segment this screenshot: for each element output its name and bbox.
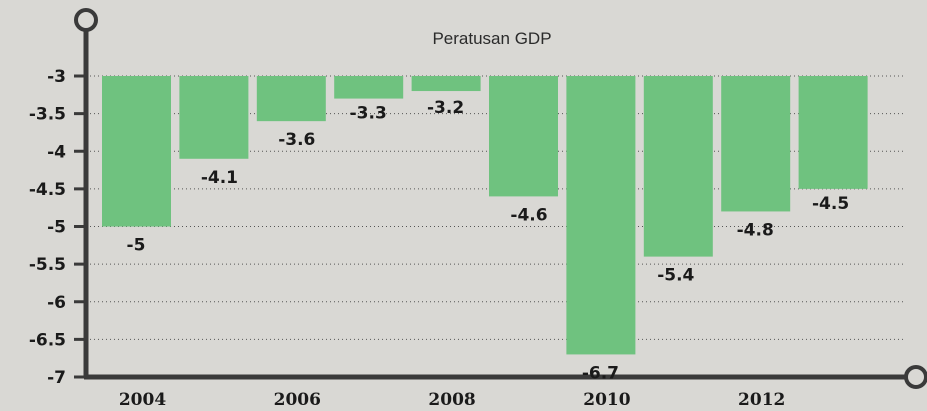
y-tick-label: -6.5 — [29, 330, 66, 350]
x-tick-label: 2004 — [119, 390, 166, 410]
bars — [102, 76, 868, 355]
y-tick-label: -7 — [47, 368, 66, 388]
bar — [566, 76, 636, 355]
value-label: -4.6 — [510, 205, 547, 225]
x-tick-label: 2010 — [583, 390, 630, 410]
y-tick-label: -5.5 — [29, 255, 66, 275]
bar — [411, 76, 481, 92]
y-axis-end-icon — [74, 8, 98, 32]
x-tick-label: 2012 — [738, 390, 785, 410]
y-tick-label: -3.5 — [29, 105, 66, 125]
y-tick-label: -4.5 — [29, 180, 66, 200]
value-label: -3.3 — [350, 104, 387, 124]
y-tick-labels: -3 -3.5 -4 -4.5 -5 -5.5 -6 -6.5 -7 — [29, 67, 86, 388]
x-tick-label: 2006 — [274, 390, 321, 410]
bar — [721, 76, 791, 212]
bar — [334, 76, 404, 99]
value-label: -4.1 — [201, 168, 238, 188]
value-label: -5 — [127, 236, 146, 256]
y-tick-label: -6 — [47, 293, 66, 313]
y-tick-label: -3 — [47, 67, 66, 87]
axes — [74, 8, 927, 389]
value-label: -3.2 — [427, 98, 464, 118]
value-label: -4.8 — [737, 220, 774, 240]
value-label: -4.5 — [812, 194, 849, 214]
bar — [798, 76, 868, 189]
chart-title: Peratusan GDP — [432, 29, 551, 48]
bar — [643, 76, 713, 257]
bar — [102, 76, 171, 227]
y-tick-label: -4 — [47, 142, 66, 162]
x-tick-label: 2008 — [428, 390, 475, 410]
value-labels: -5 -4.1 -3.6 -3.3 -3.2 -4.6 -6.7 -5.4 -4.8 -4.5 — [127, 98, 850, 383]
bar — [256, 76, 326, 122]
value-label: -5.4 — [657, 266, 694, 286]
bar — [179, 76, 249, 159]
bar — [489, 76, 558, 197]
value-label: -3.6 — [278, 130, 315, 150]
y-tick-label: -5 — [47, 218, 66, 238]
x-tick-labels: 2004 2006 2008 2010 2012 — [119, 390, 786, 410]
x-axis-end-icon — [904, 365, 927, 389]
value-label: -6.7 — [582, 363, 619, 383]
